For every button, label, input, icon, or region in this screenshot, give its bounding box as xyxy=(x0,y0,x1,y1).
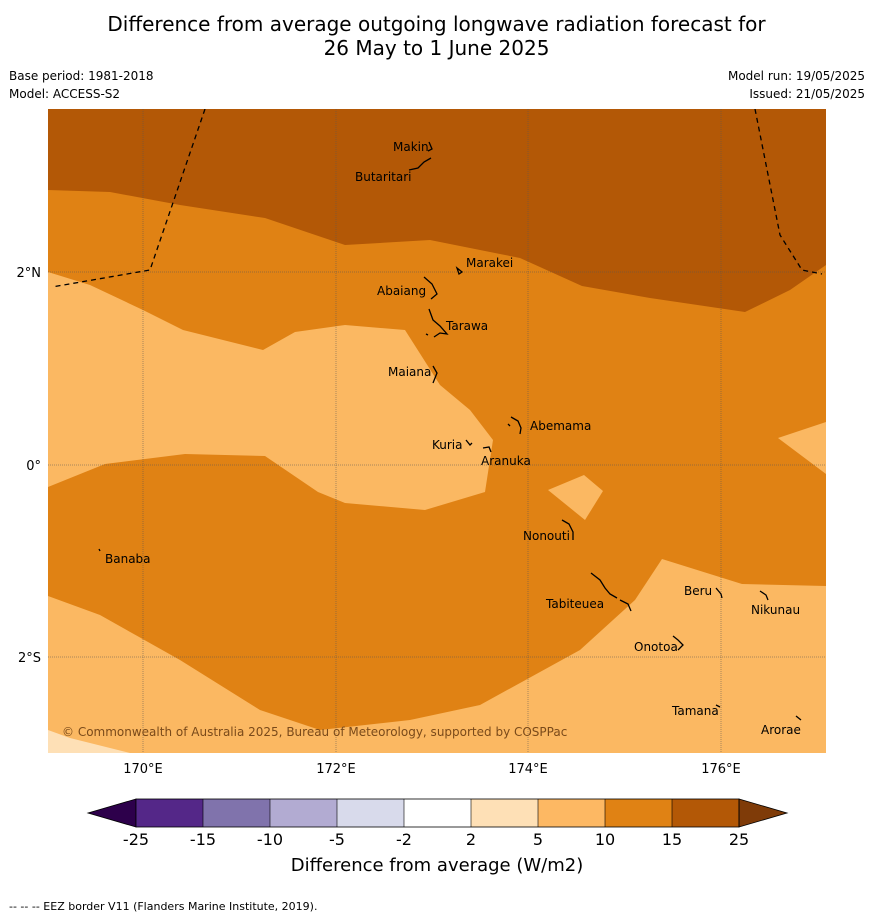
colorbar-tick: -5 xyxy=(329,830,345,849)
place-label: Banaba xyxy=(105,552,151,566)
colorbar-tick: 15 xyxy=(662,830,682,849)
colorbar: -25 -15 -10 -5 -2 2 5 10 15 25 Differenc… xyxy=(86,798,789,876)
copyright-note: © Commonwealth of Australia 2025, Bureau… xyxy=(62,725,567,739)
place-label: Aranuka xyxy=(481,454,531,468)
issued-date: Issued: 21/05/2025 xyxy=(749,87,865,101)
base-period: Base period: 1981-2018 xyxy=(9,69,154,83)
forecast-map: © Commonwealth of Australia 2025, Bureau… xyxy=(48,109,826,753)
band-2-5 xyxy=(48,730,130,753)
colorbar-swatch xyxy=(672,799,739,827)
colorbar-tick: -2 xyxy=(396,830,412,849)
place-label: Maiana xyxy=(388,365,431,379)
colorbar-tick: 2 xyxy=(466,830,476,849)
colorbar-min-arrow xyxy=(86,798,137,828)
lon-label: 172°E xyxy=(316,762,356,777)
colorbar-swatch xyxy=(471,799,538,827)
title-line-1: Difference from average outgoing longwav… xyxy=(107,12,766,36)
place-label: Makin xyxy=(393,140,429,154)
place-label: Nonouti xyxy=(523,529,570,543)
model-name: Model: ACCESS-S2 xyxy=(9,87,121,101)
place-label: Beru xyxy=(684,584,712,598)
band-15-25 xyxy=(48,109,826,312)
place-label: Onotoa xyxy=(634,640,678,654)
place-label: Tamana xyxy=(671,704,719,718)
colorbar-max-arrow xyxy=(738,798,789,828)
title-line-2: 26 May to 1 June 2025 xyxy=(323,36,550,60)
colorbar-tick: -25 xyxy=(123,830,149,849)
band-5-10-patch xyxy=(548,475,603,520)
lat-label: 0° xyxy=(26,459,41,474)
islands xyxy=(98,141,802,721)
place-label: Marakei xyxy=(466,256,513,270)
colorbar-tick: 10 xyxy=(595,830,615,849)
place-label: Arorae xyxy=(761,723,801,737)
colorbar-swatch xyxy=(136,799,203,827)
colorbar-swatch xyxy=(337,799,404,827)
place-label: Abemama xyxy=(530,419,591,433)
place-label: Butaritari xyxy=(355,170,412,184)
place-label: Tabiteuea xyxy=(545,597,604,611)
model-run: Model run: 19/05/2025 xyxy=(727,69,865,83)
eez-border xyxy=(51,109,823,288)
graticule xyxy=(48,109,826,753)
lon-labels: 170°E 172°E 174°E 176°E xyxy=(123,762,741,777)
colorbar-swatch xyxy=(605,799,672,827)
colorbar-swatch xyxy=(404,799,471,827)
place-labels: Makin Butaritari Marakei Abaiang Tarawa … xyxy=(105,140,801,737)
place-label: Tarawa xyxy=(445,319,488,333)
lon-label: 176°E xyxy=(701,762,741,777)
colorbar-tick: 5 xyxy=(533,830,543,849)
place-label: Nikunau xyxy=(751,603,800,617)
lat-label: 2°S xyxy=(18,651,41,666)
colorbar-tick: -10 xyxy=(257,830,283,849)
lat-label: 2°N xyxy=(17,266,42,281)
colorbar-tick: -15 xyxy=(190,830,216,849)
place-label: Kuria xyxy=(432,438,463,452)
lon-label: 170°E xyxy=(123,762,163,777)
eez-legend: -- -- -- EEZ border V11 (Flanders Marine… xyxy=(9,900,318,913)
colorbar-swatch xyxy=(538,799,605,827)
colorbar-swatch xyxy=(270,799,337,827)
colorbar-tick: 25 xyxy=(729,830,749,849)
colorbar-swatch xyxy=(203,799,270,827)
place-label: Abaiang xyxy=(377,284,426,298)
lat-labels: 2°N 0° 2°S xyxy=(17,266,42,666)
lon-label: 174°E xyxy=(508,762,548,777)
colorbar-label: Difference from average (W/m2) xyxy=(291,855,583,876)
